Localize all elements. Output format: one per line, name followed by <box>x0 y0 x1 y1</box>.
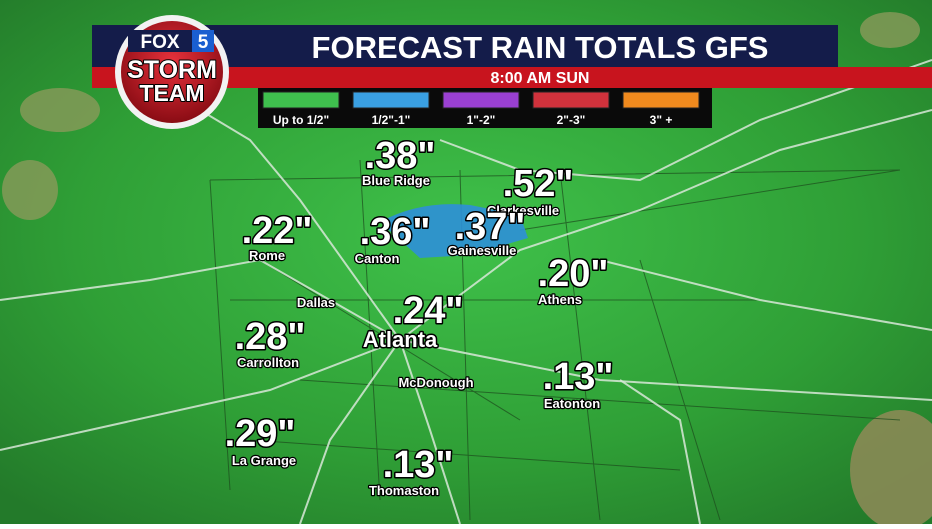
dry-area <box>850 410 932 529</box>
location-labels: .38"Blue Ridge .52"Clarkesville .22"Rome .3… <box>223 134 615 500</box>
city-name: McDonough <box>398 375 473 390</box>
subtitle: 8:00 AM SUN <box>491 70 590 87</box>
legend-swatch <box>352 91 430 109</box>
logo-channel-box <box>192 30 214 52</box>
location-name: Canton <box>355 251 400 266</box>
dry-area <box>860 12 920 48</box>
legend: Up to 1/2" 1/2"-1" 1"-2" 2"-3" 3" + <box>262 91 700 127</box>
rain-total: .37" <box>455 206 526 248</box>
location-name: Clarkesville <box>487 203 559 218</box>
dry-area <box>20 88 100 132</box>
rain-total: .13" <box>543 356 614 398</box>
rain-total: .24" <box>393 290 464 332</box>
logo-brand-box <box>128 30 192 52</box>
logo-brand: FOX <box>140 32 179 53</box>
rain-total: .38" <box>365 135 436 177</box>
rain-total: .20" <box>538 253 609 295</box>
city-name: Dallas <box>297 295 335 310</box>
rain-total: .22" <box>242 210 313 252</box>
legend-label: 2"-3" <box>557 113 586 127</box>
rain-total: .52" <box>503 163 574 205</box>
location-name: Carrollton <box>237 355 299 370</box>
logo-line2: TEAM <box>139 80 204 106</box>
location-name: Rome <box>249 248 285 263</box>
dry-area <box>2 160 58 220</box>
title: FORECAST RAIN TOTALS GFS <box>312 30 769 65</box>
subtitle-bar <box>92 67 932 88</box>
rain-total: .36" <box>360 211 431 253</box>
county-lines <box>209 159 901 521</box>
legend-swatch <box>622 91 700 109</box>
rain-total: .13" <box>383 444 454 486</box>
logo: FOX 5 STORM TEAM <box>115 15 229 129</box>
location-name: Gainesville <box>448 243 517 258</box>
location-name: Eatonton <box>544 396 600 411</box>
rain-total: .28" <box>235 316 306 358</box>
legend-swatch <box>532 91 610 109</box>
location-name: Atlanta <box>363 327 438 352</box>
location-name: Athens <box>538 292 582 307</box>
rain-total: .29" <box>225 413 296 455</box>
location-name: La Grange <box>232 453 296 468</box>
logo-line1: STORM <box>127 56 217 84</box>
legend-swatch <box>442 91 520 109</box>
location-name: Thomaston <box>369 483 439 498</box>
legend-label: 1/2"-1" <box>372 113 411 127</box>
legend-swatch <box>262 91 340 109</box>
legend-label: 3" + <box>650 113 673 127</box>
rain-area <box>380 204 528 258</box>
legend-label: Up to 1/2" <box>273 113 329 127</box>
legend-label: 1"-2" <box>467 113 496 127</box>
logo-channel: 5 <box>198 32 209 53</box>
location-name: Blue Ridge <box>362 173 430 188</box>
